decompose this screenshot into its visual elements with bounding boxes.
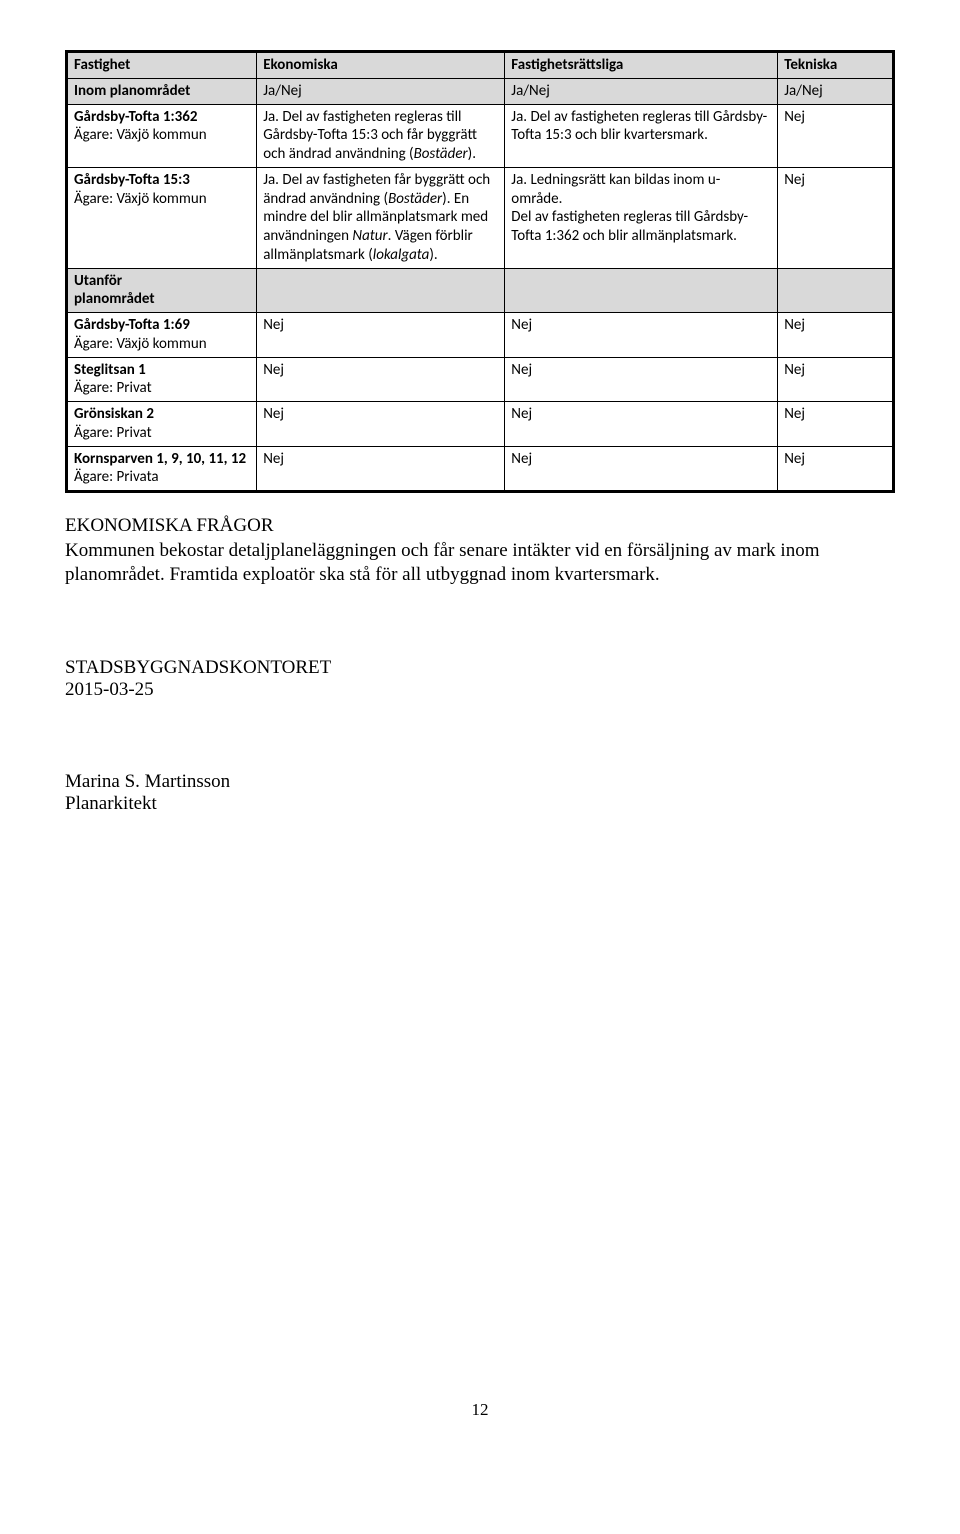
cell-fastighet: Grönsiskan 2 Ägare: Privat: [67, 402, 257, 447]
cell-utanfor: Utanför planområdet: [67, 268, 257, 313]
org-block: STADSBYGGNADSKONTORET 2015-03-25: [65, 657, 895, 701]
fastighet-name: Steglitsan 1: [74, 361, 146, 379]
fastighet-name: Gårdsby-Tofta 1:362: [74, 108, 197, 126]
cell: Nej: [505, 402, 778, 447]
cell-inom-plan: Inom planområdet: [67, 78, 257, 104]
cell-tekniska: Nej: [778, 167, 894, 268]
text: planområdet: [74, 290, 155, 308]
fastighet-name: Gårdsby-Tofta 15:3: [74, 171, 190, 189]
fastighet-owner: Ägare: Växjö kommun: [74, 190, 207, 208]
cell: Nej: [257, 357, 505, 402]
th-tekniska: Tekniska: [778, 52, 894, 79]
cell-fastighetsratt: Ja. Ledningsrätt kan bildas inom u-områd…: [505, 167, 778, 268]
fastighet-name: Gårdsby-Tofta 1:69: [74, 316, 190, 334]
cell-empty: [778, 268, 894, 313]
cell: Nej: [778, 313, 894, 358]
fastighet-name: Kornsparven 1, 9, 10, 11, 12: [74, 450, 246, 468]
cell: Ja/Nej: [505, 78, 778, 104]
cell-fastighet: Kornsparven 1, 9, 10, 11, 12 Ägare: Priv…: [67, 446, 257, 492]
cell-empty: [257, 268, 505, 313]
fastighet-owner: Ägare: Växjö kommun: [74, 126, 207, 144]
table-row: Utanför planområdet: [67, 268, 894, 313]
cell: Nej: [778, 402, 894, 447]
cell: Nej: [505, 446, 778, 492]
org-date: 2015-03-25: [65, 679, 154, 700]
cell-fastighet: Gårdsby-Tofta 1:69 Ägare: Växjö kommun: [67, 313, 257, 358]
cell-ekonomiska: Ja. Del av fastigheten får byggrätt och …: [257, 167, 505, 268]
th-fastighet: Fastighet: [67, 52, 257, 79]
cell: Nej: [257, 313, 505, 358]
text: Utanför: [74, 272, 122, 290]
signer-title: Planarkitekt: [65, 793, 157, 814]
cell: Nej: [257, 402, 505, 447]
table-row: Gårdsby-Tofta 1:69 Ägare: Växjö kommun N…: [67, 313, 894, 358]
org-name: STADSBYGGNADSKONTORET: [65, 657, 331, 678]
table-row: Kornsparven 1, 9, 10, 11, 12 Ägare: Priv…: [67, 446, 894, 492]
signature-block: Marina S. Martinsson Planarkitekt: [65, 771, 895, 815]
page-number: 12: [65, 1400, 895, 1420]
cell-tekniska: Nej: [778, 104, 894, 167]
cell: Nej: [505, 357, 778, 402]
table-row: Gårdsby-Tofta 15:3 Ägare: Växjö kommun J…: [67, 167, 894, 268]
text-italic: Natur: [352, 227, 387, 245]
table-row: Inom planområdet Ja/Nej Ja/Nej Ja/Nej: [67, 78, 894, 104]
fastighet-owner: Ägare: Privat: [74, 379, 152, 397]
cell: Nej: [505, 313, 778, 358]
cell: Ja/Nej: [778, 78, 894, 104]
fastighet-owner: Ägare: Privat: [74, 424, 152, 442]
table-row: Gårdsby-Tofta 1:362 Ägare: Växjö kommun …: [67, 104, 894, 167]
table-row: Grönsiskan 2 Ägare: Privat Nej Nej Nej: [67, 402, 894, 447]
fastighet-owner: Ägare: Privata: [74, 468, 159, 486]
th-fastighetsrattsliga: Fastighetsrättsliga: [505, 52, 778, 79]
text: ).: [429, 246, 437, 264]
signer-name: Marina S. Martinsson: [65, 771, 230, 792]
cell: Ja/Nej: [257, 78, 505, 104]
fastighet-owner: Ägare: Växjö kommun: [74, 335, 207, 353]
table-head-row: Fastighet Ekonomiska Fastighetsrättsliga…: [67, 52, 894, 79]
text: ).: [468, 145, 476, 163]
cell: Nej: [778, 446, 894, 492]
page-wrap: Fastighet Ekonomiska Fastighetsrättsliga…: [65, 50, 895, 1420]
text-italic: Bostäder: [414, 145, 468, 163]
section-body: Kommunen bekostar detaljplaneläggningen …: [65, 539, 895, 587]
cell-empty: [505, 268, 778, 313]
property-table: Fastighet Ekonomiska Fastighetsrättsliga…: [65, 50, 895, 493]
th-ekonomiska: Ekonomiska: [257, 52, 505, 79]
cell-fastighetsratt: Ja. Del av fastigheten regleras till Går…: [505, 104, 778, 167]
cell: Nej: [778, 357, 894, 402]
cell-ekonomiska: Ja. Del av fastigheten regleras till Går…: [257, 104, 505, 167]
cell: Nej: [257, 446, 505, 492]
fastighet-name: Grönsiskan 2: [74, 405, 154, 423]
cell-fastighet: Gårdsby-Tofta 1:362 Ägare: Växjö kommun: [67, 104, 257, 167]
cell-fastighet: Steglitsan 1 Ägare: Privat: [67, 357, 257, 402]
section-heading: EKONOMISKA FRÅGOR: [65, 515, 895, 537]
cell-fastighet: Gårdsby-Tofta 15:3 Ägare: Växjö kommun: [67, 167, 257, 268]
text-italic: Bostäder: [388, 190, 442, 208]
text-italic: lokalgata: [373, 246, 430, 264]
table-row: Steglitsan 1 Ägare: Privat Nej Nej Nej: [67, 357, 894, 402]
